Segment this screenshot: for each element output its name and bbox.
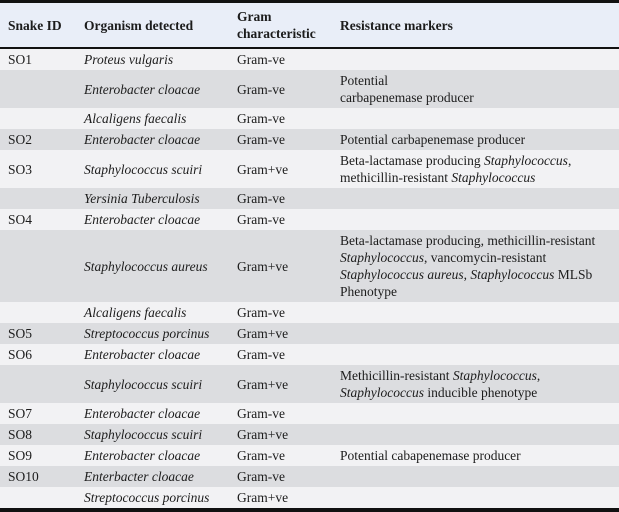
resistance-markers-cell [340,108,619,129]
gram-characteristic-cell: Gram-ve [237,347,285,362]
table-row: SO9 Enterobacter cloacae Gram-ve Potential … [0,445,619,466]
table-row: SO8 Staphylococcus scuiri Gram+ve [0,424,619,445]
snake-id-cell [0,188,84,209]
resistance-markers-cell [340,48,619,70]
gram-characteristic-cell: Gram-ve [237,406,285,421]
snake-id-cell: SO6 [8,347,33,362]
table-body: SO1 Proteus vulgaris Gram-ve Enterobacter c… [0,48,619,510]
col-header-snake-id: Snake ID [0,1,84,49]
table-row: SO6 Enterobacter cloacae Gram-ve [0,344,619,365]
table-row: Alcaligens faecalis Gram-ve [0,302,619,323]
table-row: Enterobacter cloacae Gram-ve Potential carb… [0,70,619,108]
col-header-resistance-markers: Resistance markers [340,1,619,49]
gram-characteristic-cell: Gram-ve [237,81,285,97]
col-header-organism-detected: Organism detected [84,1,237,49]
organism-cell: Yersinia Tuberculosis [84,191,200,206]
resistance-markers-cell: Potential cabapenemase producer [340,448,521,463]
organism-cell: Enterobacter cloacae [84,81,201,97]
organism-cell: Alcaligens faecalis [84,111,187,126]
snake-id-cell [0,230,84,302]
table-row: Alcaligens faecalis Gram-ve [0,108,619,129]
organism-cell: Enterobacter cloacae [84,448,201,463]
resistance-markers-cell [340,466,619,487]
organism-cell: Enterobacter cloacae [84,212,201,227]
table-row: SO5 Streptococcus porcinus Gram+ve [0,323,619,344]
gram-characteristic-cell: Gram-ve [237,469,285,484]
resistance-markers-cell: Beta-lactamase producing Staphylococcus,… [340,153,572,185]
organism-cell: Staphylococcus scuiri [84,427,203,442]
gram-characteristic-cell: Gram-ve [237,52,285,67]
resistance-markers-cell [340,323,619,344]
organism-cell: Staphylococcus aureus [84,258,208,274]
organism-cell: Enterobacter cloacae [84,406,201,421]
gram-characteristic-cell: Gram+ve [237,427,289,442]
gram-characteristic-cell: Gram+ve [237,161,289,177]
organism-cell: Staphylococcus scuiri [84,376,203,392]
table-row: SO10 Enterbacter cloacae Gram-ve [0,466,619,487]
snake-id-cell: SO1 [8,52,33,67]
snake-id-cell [0,487,84,510]
gram-characteristic-cell: Gram-ve [237,191,285,206]
table-row: SO1 Proteus vulgaris Gram-ve [0,48,619,70]
snake-id-cell [0,70,84,108]
organism-cell: Proteus vulgaris [84,52,174,67]
gram-characteristic-cell: Gram-ve [237,305,285,320]
table-row: SO2 Enterobacter cloacae Gram-ve Potential … [0,129,619,150]
resistance-markers-cell [340,188,619,209]
gram-characteristic-cell: Gram-ve [237,111,285,126]
resistance-markers-cell: Potential carbapenemase producer [340,132,526,147]
snake-id-cell: SO2 [8,132,33,147]
table-row: Yersinia Tuberculosis Gram-ve [0,188,619,209]
organism-cell: Enterobacter cloacae [84,347,201,362]
resistance-markers-cell [340,403,619,424]
table-row: Staphylococcus aureus Gram+ve Beta-lactama… [0,230,619,302]
snake-id-cell: SO5 [8,326,33,341]
gram-characteristic-cell: Gram-ve [237,212,285,227]
snake-id-cell: SO7 [8,406,33,421]
organism-cell: Staphylococcus scuiri [84,161,203,177]
resistance-markers-cell [340,344,619,365]
organism-cell: Streptococcus porcinus [84,490,210,505]
snake-id-cell [0,108,84,129]
gram-characteristic-cell: Gram+ve [237,258,289,274]
table-row: Streptococcus porcinus Gram+ve [0,487,619,510]
table-row: SO3 Staphylococcus scuiri Gram+ve Beta-lact… [0,150,619,188]
snake-id-cell: SO8 [8,427,33,442]
resistance-markers-cell: Methicillin-resistant Staphylococcus, Sta… [340,368,541,400]
gram-characteristic-cell: Gram+ve [237,376,289,392]
snake-id-cell: SO10 [8,469,39,484]
gram-characteristic-cell: Gram+ve [237,326,289,341]
gram-characteristic-cell: Gram-ve [237,448,285,463]
organism-cell: Alcaligens faecalis [84,305,187,320]
col-header-gram-characteristic: Gram characteristic [237,1,340,49]
table-row: Staphylococcus scuiri Gram+ve Methicillin-… [0,365,619,403]
resistance-markers-cell [340,424,619,445]
snake-id-cell: SO4 [8,212,33,227]
organism-cell: Enterbacter cloacae [84,469,194,484]
resistance-markers-cell [340,209,619,230]
snake-id-cell: SO9 [8,448,33,463]
resistance-markers-cell [340,487,619,510]
organism-cell: Streptococcus porcinus [84,326,210,341]
snake-id-cell: SO3 [8,161,33,177]
resistance-markers-cell [340,302,619,323]
snake-id-cell [0,302,84,323]
gram-characteristic-cell: Gram-ve [237,132,285,147]
resistance-markers-cell: Potential carbapenemase producer [340,73,474,105]
header-row: Snake ID Organism detected Gram characte… [0,1,619,49]
gram-characteristic-cell: Gram+ve [237,490,289,505]
table-row: SO4 Enterobacter cloacae Gram-ve [0,209,619,230]
snake-id-cell [0,365,84,403]
table-row: SO7 Enterobacter cloacae Gram-ve [0,403,619,424]
resistance-markers-cell: Beta-lactamase producing, methicillin-re… [340,233,596,299]
organism-cell: Enterobacter cloacae [84,132,201,147]
